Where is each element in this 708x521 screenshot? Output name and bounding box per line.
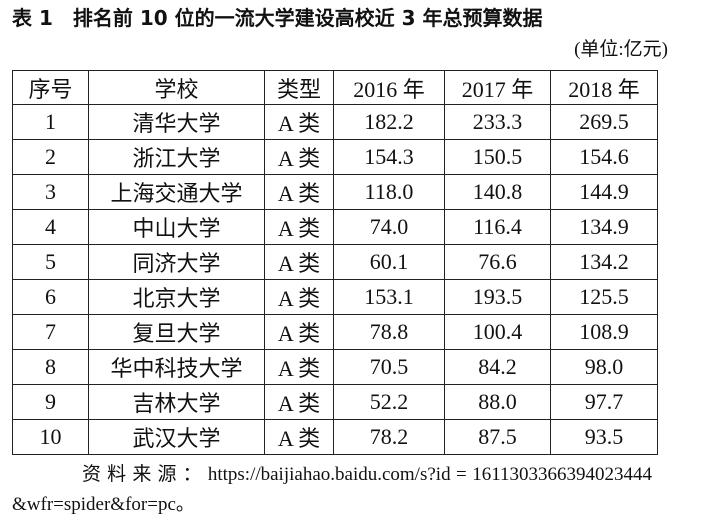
table-cell: A 类: [264, 314, 334, 350]
table-row: 7 复旦大学 A 类 78.8 100.4 108.9: [12, 314, 658, 350]
table-cell: 10: [12, 419, 89, 455]
table-cell: 9: [12, 384, 89, 420]
table-row: 4 中山大学 A 类 74.0 116.4 134.9: [12, 209, 658, 245]
table-cell: 76.6: [444, 244, 551, 280]
table-cell: 140.8: [444, 174, 551, 210]
table-cell: A 类: [264, 174, 334, 210]
table-cell: 84.2: [444, 349, 551, 385]
table-cell: A 类: [264, 139, 334, 175]
table-cell: 134.9: [550, 209, 658, 245]
data-table: 序号 学校 类型 2016 年 2017 年 2018 年 1 清华大学 A 类 182.2 23…: [12, 70, 658, 455]
table-cell: 北京大学: [88, 279, 265, 315]
table-cell: 150.5: [444, 139, 551, 175]
table-cell: 233.3: [444, 104, 551, 140]
table-cell: 154.3: [333, 139, 445, 175]
table-row: 2 浙江大学 A 类 154.3 150.5 154.6: [12, 139, 658, 175]
column-header: 2016 年: [333, 70, 445, 105]
table-cell: 78.2: [333, 419, 445, 455]
table-cell: 134.2: [550, 244, 658, 280]
header-row: 序号 学校 类型 2016 年 2017 年 2018 年: [12, 70, 658, 105]
table-cell: 144.9: [550, 174, 658, 210]
column-header: 2017 年: [444, 70, 551, 105]
table-cell: 88.0: [444, 384, 551, 420]
table-cell: 中山大学: [88, 209, 265, 245]
table-title: 表 1 排名前 10 位的一流大学建设高校近 3 年总预算数据: [12, 6, 543, 30]
table-cell: A 类: [264, 349, 334, 385]
table-cell: A 类: [264, 104, 334, 140]
table-row: 6 北京大学 A 类 153.1 193.5 125.5: [12, 279, 658, 315]
table-cell: 5: [12, 244, 89, 280]
table-row: 5 同济大学 A 类 60.1 76.6 134.2: [12, 244, 658, 280]
column-header: 序号: [12, 70, 89, 105]
table-cell: 269.5: [550, 104, 658, 140]
table-cell: 93.5: [550, 419, 658, 455]
table-cell: 97.7: [550, 384, 658, 420]
table-row: 10 武汉大学 A 类 78.2 87.5 93.5: [12, 419, 658, 455]
table-cell: 吉林大学: [88, 384, 265, 420]
table-row: 1 清华大学 A 类 182.2 233.3 269.5: [12, 104, 658, 140]
table-cell: 浙江大学: [88, 139, 265, 175]
table-cell: 上海交通大学: [88, 174, 265, 210]
table-cell: A 类: [264, 384, 334, 420]
table-cell: 同济大学: [88, 244, 265, 280]
table-cell: 108.9: [550, 314, 658, 350]
table-cell: 4: [12, 209, 89, 245]
table-cell: 193.5: [444, 279, 551, 315]
table-cell: 6: [12, 279, 89, 315]
table-cell: 125.5: [550, 279, 658, 315]
table-cell: 70.5: [333, 349, 445, 385]
table-cell: A 类: [264, 419, 334, 455]
table-cell: A 类: [264, 209, 334, 245]
table-cell: 78.8: [333, 314, 445, 350]
table-cell: 60.1: [333, 244, 445, 280]
table-cell: 100.4: [444, 314, 551, 350]
table-row: 3 上海交通大学 A 类 118.0 140.8 144.9: [12, 174, 658, 210]
table-cell: 8: [12, 349, 89, 385]
table-cell: A 类: [264, 279, 334, 315]
column-header: 类型: [264, 70, 334, 105]
table-cell: 154.6: [550, 139, 658, 175]
table-cell: 118.0: [333, 174, 445, 210]
table-cell: 华中科技大学: [88, 349, 265, 385]
unit-note: (单位:亿元): [574, 39, 668, 60]
table-cell: 52.2: [333, 384, 445, 420]
table-cell: 复旦大学: [88, 314, 265, 350]
table-cell: 1: [12, 104, 89, 140]
table-cell: 7: [12, 314, 89, 350]
table-cell: 87.5: [444, 419, 551, 455]
column-header: 学校: [88, 70, 265, 105]
table-row: 9 吉林大学 A 类 52.2 88.0 97.7: [12, 384, 658, 420]
table-cell: 74.0: [333, 209, 445, 245]
table-cell: 2: [12, 139, 89, 175]
table-cell: 153.1: [333, 279, 445, 315]
table-cell: 武汉大学: [88, 419, 265, 455]
table-cell: 182.2: [333, 104, 445, 140]
table-cell: 98.0: [550, 349, 658, 385]
column-header: 2018 年: [550, 70, 658, 105]
table-row: 8 华中科技大学 A 类 70.5 84.2 98.0: [12, 349, 658, 385]
table-cell: 3: [12, 174, 89, 210]
table-body: 1 清华大学 A 类 182.2 233.3 269.5 2 浙江大学 A 类 154.3 150.…: [12, 104, 658, 455]
table-cell: A 类: [264, 244, 334, 280]
table-cell: 116.4: [444, 209, 551, 245]
table-cell: 清华大学: [88, 104, 265, 140]
source-note: 资 料 来 源 ： https://baijiahao.baidu.com/s?…: [12, 464, 652, 515]
